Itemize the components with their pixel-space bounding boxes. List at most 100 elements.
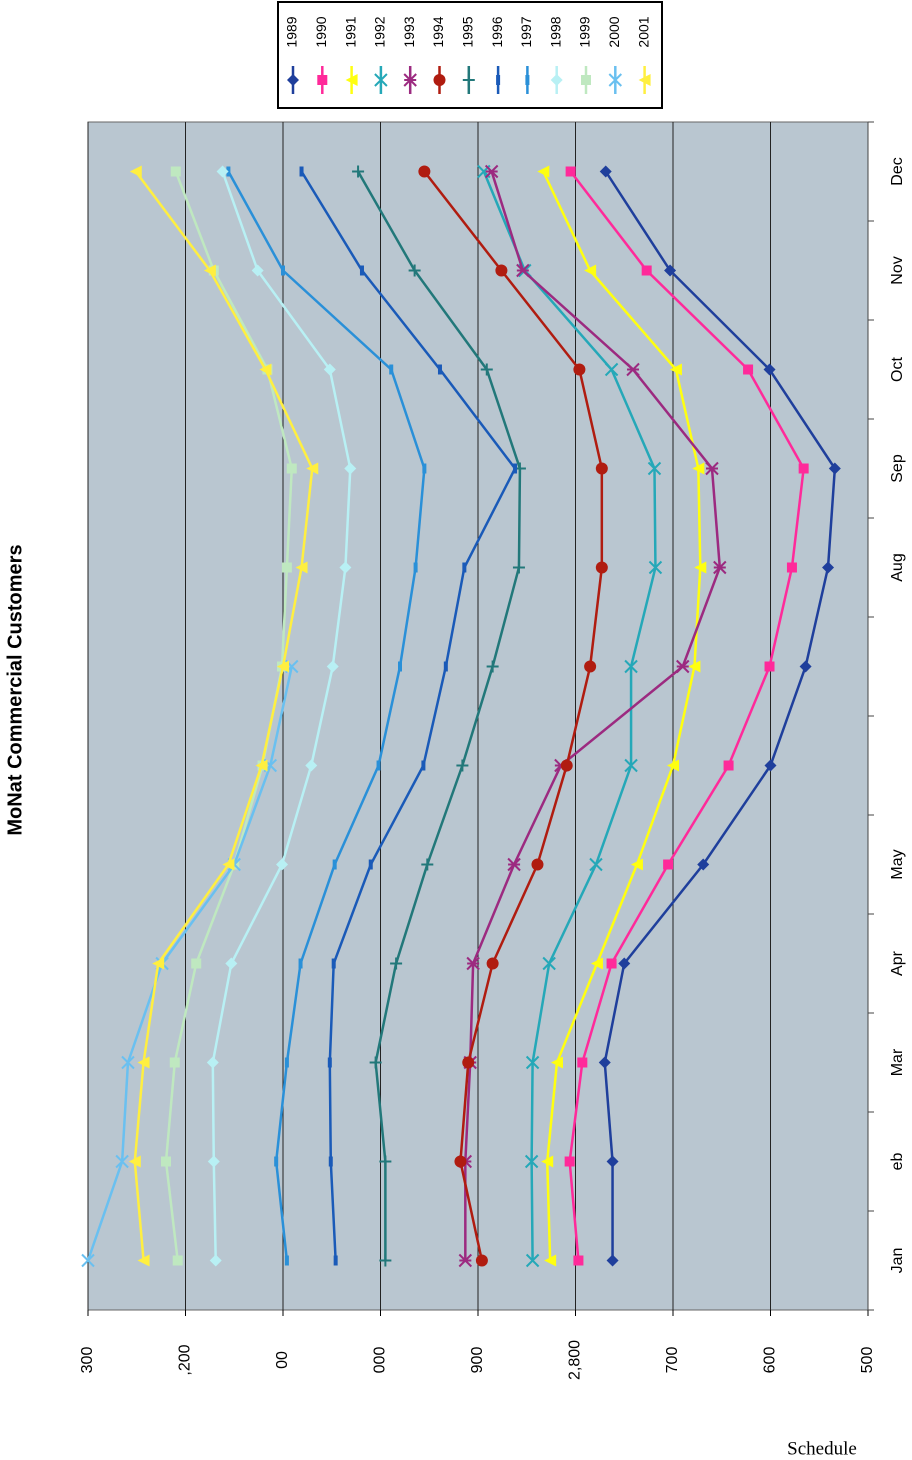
series-line — [603, 170, 837, 1261]
data-point — [764, 759, 777, 772]
data-point — [641, 265, 652, 276]
data-point — [564, 1156, 575, 1167]
data-point — [259, 363, 272, 376]
data-point — [331, 958, 336, 969]
y-tick-label: 900 — [469, 1347, 486, 1374]
data-point — [822, 561, 835, 574]
data-point — [630, 858, 643, 871]
legend-marker — [433, 74, 446, 86]
x-tick-label: Apr — [889, 950, 906, 976]
data-point — [408, 264, 421, 277]
legend-marker — [525, 75, 530, 85]
data-point — [225, 957, 238, 970]
data-point — [525, 1055, 540, 1070]
data-point — [152, 957, 165, 970]
data-point — [458, 1253, 473, 1268]
legend-marker — [317, 75, 328, 85]
x-tick-label: Sep — [889, 454, 906, 483]
x-tick-label: Mar — [889, 1048, 906, 1076]
data-point — [81, 1253, 95, 1268]
data-point — [389, 364, 394, 375]
data-point — [137, 1056, 150, 1069]
legend-label: 1989 — [284, 16, 300, 47]
legend-marker — [638, 74, 651, 86]
data-point — [298, 958, 303, 969]
data-point — [284, 1057, 289, 1068]
data-point — [344, 462, 357, 475]
data-point — [798, 463, 809, 474]
data-point — [255, 759, 268, 772]
data-point — [454, 1155, 467, 1168]
legend-label: 1997 — [518, 16, 534, 47]
legend-label: 2000 — [606, 16, 622, 47]
data-point — [305, 759, 318, 772]
legend-marker — [287, 74, 299, 86]
data-point — [606, 958, 617, 969]
data-point — [422, 463, 427, 474]
data-point — [626, 362, 640, 377]
data-point — [599, 165, 612, 178]
data-point — [723, 760, 734, 771]
data-point — [713, 560, 727, 575]
x-tick-label: Aug — [889, 553, 906, 581]
data-point — [606, 1254, 619, 1267]
data-point — [595, 462, 608, 475]
data-point — [281, 562, 292, 573]
series-line — [356, 170, 522, 1261]
y-tick-label: 2,800 — [567, 1340, 584, 1380]
legend-label: 1991 — [342, 16, 358, 47]
legend-label: 1992 — [372, 16, 388, 47]
data-point — [137, 1254, 150, 1267]
data-point — [332, 859, 337, 870]
x-tick-label: Dec — [889, 157, 906, 185]
data-point — [598, 1056, 611, 1069]
data-point — [277, 660, 289, 673]
legend-marker — [496, 75, 501, 85]
x-tick-label: eb — [889, 1153, 906, 1171]
data-point — [647, 461, 662, 476]
data-point — [328, 1156, 333, 1167]
data-point — [604, 362, 619, 377]
data-point — [565, 166, 576, 177]
x-tick-label: Oct — [889, 357, 906, 382]
data-point — [413, 562, 418, 573]
data-point — [676, 659, 690, 674]
data-point — [115, 1154, 129, 1169]
data-point — [743, 364, 754, 375]
legend-label: 1994 — [430, 16, 446, 47]
note: Schedule — [787, 1438, 857, 1459]
data-point — [664, 264, 677, 277]
data-point — [697, 858, 710, 871]
data-point — [513, 463, 518, 474]
data-point — [443, 661, 448, 672]
data-point — [466, 956, 480, 971]
data-point — [486, 660, 499, 673]
data-point — [421, 760, 426, 771]
data-point — [606, 1155, 619, 1168]
legend-label: 1998 — [547, 16, 563, 47]
data-point — [584, 264, 597, 277]
data-point — [475, 1254, 488, 1267]
data-point — [281, 265, 285, 276]
data-point — [323, 363, 336, 376]
chart-title: MoNat Commercial Customers — [4, 544, 26, 835]
data-point — [299, 166, 304, 177]
legend-label: 1990 — [313, 16, 329, 47]
legend-marker — [581, 75, 591, 85]
data-point — [688, 660, 701, 673]
data-point — [251, 264, 264, 277]
data-point — [480, 363, 493, 376]
data-point — [550, 1056, 563, 1069]
data-point — [222, 858, 235, 871]
data-point — [326, 660, 339, 673]
y-tick-label: 300 — [79, 1347, 96, 1374]
legend-label: 1995 — [460, 16, 476, 47]
data-point — [359, 265, 364, 276]
data-point — [512, 561, 525, 574]
legend-label: 1996 — [489, 16, 505, 47]
data-point — [284, 1255, 289, 1266]
data-point — [129, 165, 142, 178]
y-tick-label: 000 — [372, 1347, 389, 1374]
